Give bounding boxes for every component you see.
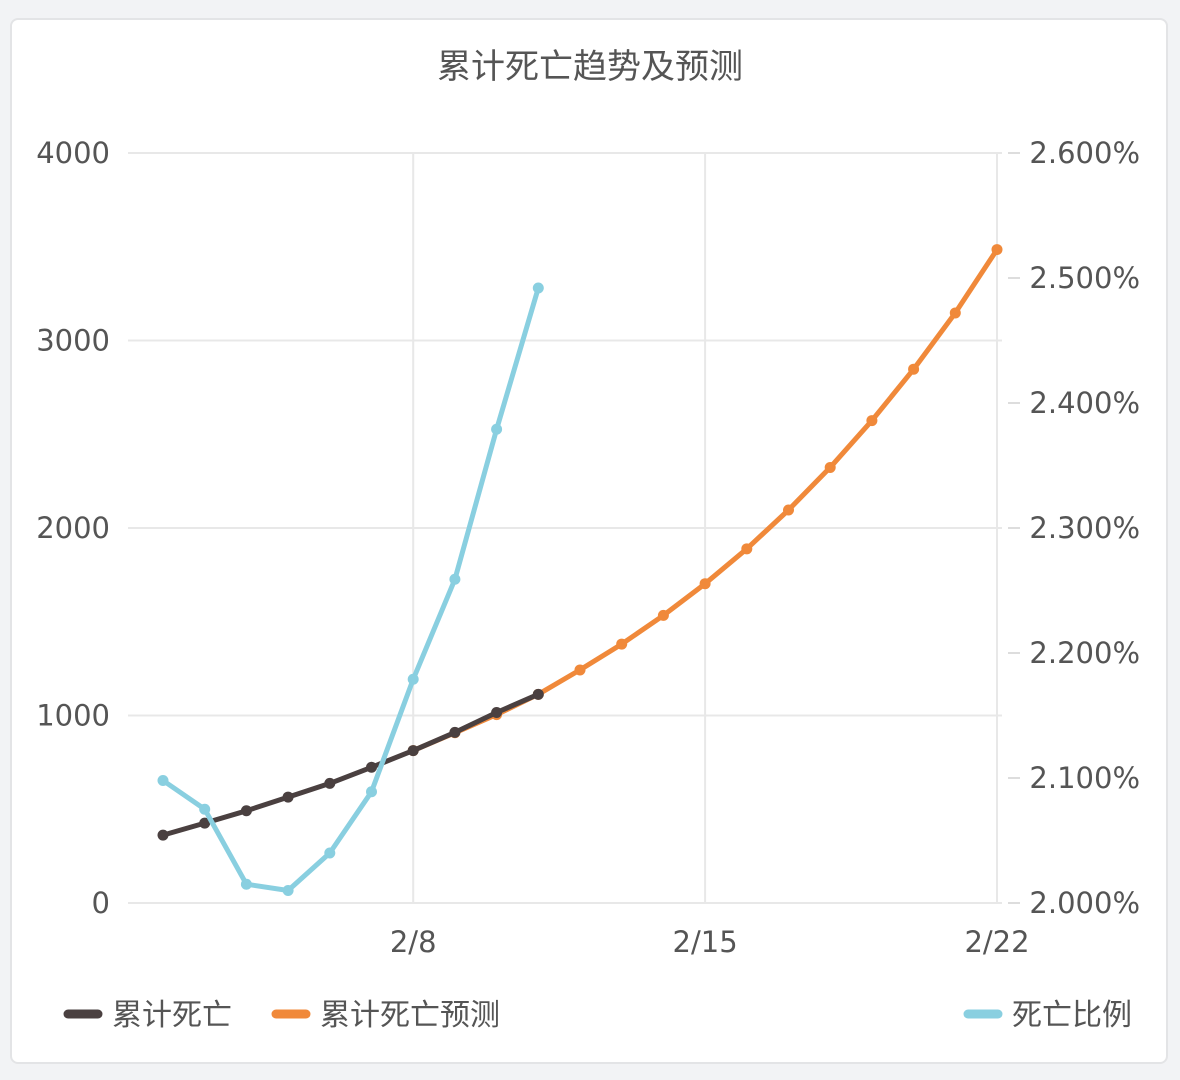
data-point-actual-deaths xyxy=(407,745,419,757)
data-point-actual-deaths xyxy=(324,777,336,789)
chart-card xyxy=(10,18,1168,1064)
data-point-death-ratio xyxy=(240,878,252,890)
data-point-actual-deaths xyxy=(282,791,294,803)
data-point-forecast-deaths xyxy=(699,578,711,590)
data-point-death-ratio xyxy=(199,803,211,815)
data-point-death-ratio xyxy=(366,786,377,798)
data-point-forecast-deaths xyxy=(574,664,586,676)
axes: 0 1000 2000 3000 4000 2/8 2/15 2/222.000% 2.100%… xyxy=(36,136,1140,959)
data-point-forecast-deaths xyxy=(866,415,878,427)
data-point-forecast-deaths xyxy=(616,638,628,650)
data-point-death-ratio xyxy=(282,885,294,896)
data-point-actual-deaths xyxy=(491,707,503,718)
legend-label: 死亡比例 xyxy=(1012,998,1132,1033)
data-point-death-ratio xyxy=(449,573,461,585)
grid xyxy=(128,152,1002,904)
y-right-tick-label: 2.000% xyxy=(1029,886,1140,920)
data-point-death-ratio xyxy=(407,673,419,685)
data-point-forecast-deaths xyxy=(741,543,753,555)
y-left-tick-label: 1000 xyxy=(36,699,110,733)
legend-item[interactable]: 死亡比例 xyxy=(963,998,1132,1033)
y-left-tick-label: 4000 xyxy=(36,136,110,170)
y-right-tick-label: 2.100% xyxy=(1029,761,1140,795)
y-right-tick-label: 2.400% xyxy=(1029,386,1140,420)
data-point-forecast-deaths xyxy=(783,504,794,516)
y-right-tick-label: 2.200% xyxy=(1029,636,1140,670)
y-left-tick-label: 2000 xyxy=(36,511,110,545)
data-point-forecast-deaths xyxy=(991,244,1003,256)
x-tick-label: 2/22 xyxy=(964,925,1029,959)
legend-label: 累计死亡预测 xyxy=(320,998,500,1033)
y-left-tick-label: 3000 xyxy=(36,324,110,358)
y-right-tick-label: 2.300% xyxy=(1029,511,1140,545)
legend-label: 累计死亡 xyxy=(112,998,232,1033)
data-point-death-ratio xyxy=(324,847,336,859)
series-line-actual-deaths xyxy=(160,691,541,838)
legend: 累计死亡 累计死亡预测 死亡比例 xyxy=(63,998,1132,1033)
data-point-actual-deaths xyxy=(366,761,377,773)
data-point-death-ratio xyxy=(491,423,503,435)
y-right-tick-label: 2.500% xyxy=(1029,261,1140,295)
legend-item[interactable]: 累计死亡预测 xyxy=(271,998,500,1033)
data-point-death-ratio xyxy=(532,282,544,294)
data-point-actual-deaths xyxy=(199,817,211,829)
data-point-forecast-deaths xyxy=(657,609,669,621)
data-point-actual-deaths xyxy=(157,829,169,841)
data-point-actual-deaths xyxy=(532,688,544,700)
legend-item[interactable]: 累计死亡 xyxy=(63,998,232,1033)
series-layer xyxy=(157,244,1003,896)
data-point-forecast-deaths xyxy=(908,363,920,375)
y-right-tick-label: 2.600% xyxy=(1029,136,1140,170)
chart-title: 累计死亡趋势及预测 xyxy=(437,47,743,87)
data-point-forecast-deaths xyxy=(824,461,836,473)
y-left-tick-label: 0 xyxy=(92,886,110,920)
x-tick-label: 2/15 xyxy=(673,925,738,959)
data-point-actual-deaths xyxy=(449,726,461,738)
x-tick-label: 2/8 xyxy=(390,925,437,959)
data-point-actual-deaths xyxy=(240,805,252,817)
data-point-death-ratio xyxy=(157,775,169,786)
data-point-forecast-deaths xyxy=(949,307,961,319)
series-line-death-ratio xyxy=(160,285,541,893)
